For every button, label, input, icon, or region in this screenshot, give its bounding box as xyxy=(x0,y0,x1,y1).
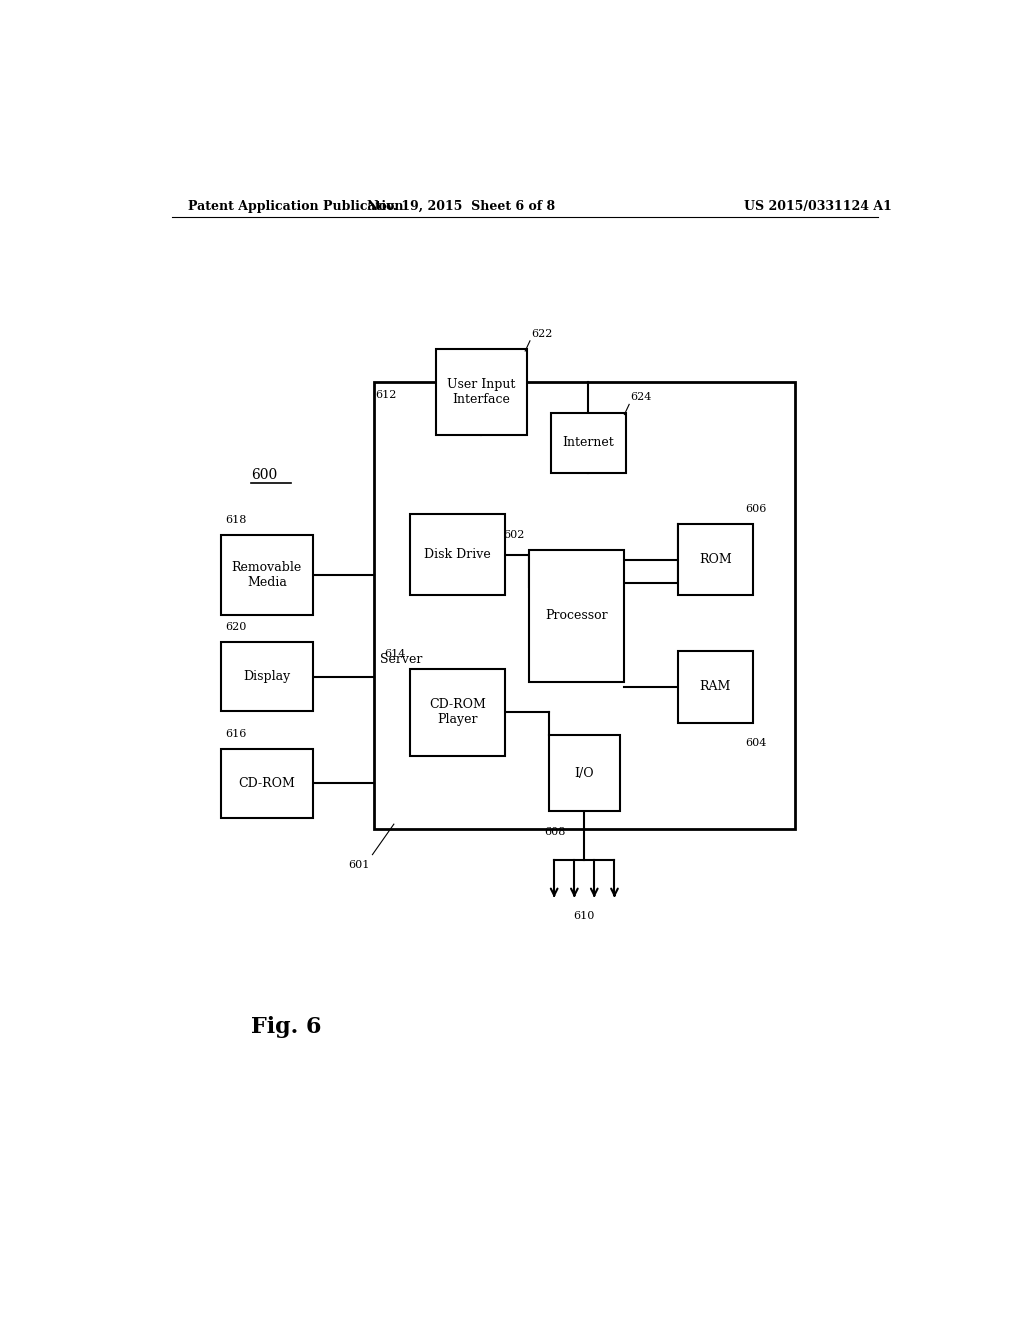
Text: Processor: Processor xyxy=(545,610,607,622)
Text: 620: 620 xyxy=(225,622,247,632)
Text: 604: 604 xyxy=(745,738,766,747)
Text: I/O: I/O xyxy=(574,767,594,780)
Text: 602: 602 xyxy=(504,529,524,540)
Text: Disk Drive: Disk Drive xyxy=(424,548,490,561)
Text: CD-ROM
Player: CD-ROM Player xyxy=(429,698,485,726)
Text: 618: 618 xyxy=(225,515,247,525)
Text: Internet: Internet xyxy=(562,437,614,450)
Bar xyxy=(551,413,626,474)
Bar xyxy=(678,651,753,722)
Bar xyxy=(221,748,312,818)
Text: RAM: RAM xyxy=(699,680,731,693)
Text: User Input
Interface: User Input Interface xyxy=(446,378,515,407)
Text: Display: Display xyxy=(244,671,291,684)
Bar xyxy=(410,515,505,595)
Text: 622: 622 xyxy=(530,329,552,339)
Text: 614: 614 xyxy=(384,649,406,659)
Text: 601: 601 xyxy=(349,859,370,870)
Text: 606: 606 xyxy=(745,504,766,515)
Bar xyxy=(528,549,624,682)
Text: Removable
Media: Removable Media xyxy=(231,561,302,589)
Bar xyxy=(678,524,753,595)
Bar xyxy=(435,348,526,436)
Text: Patent Application Publication: Patent Application Publication xyxy=(187,199,403,213)
Bar xyxy=(221,536,312,615)
Bar xyxy=(549,735,620,812)
Text: 624: 624 xyxy=(630,392,651,403)
Text: Server: Server xyxy=(380,653,423,665)
Bar xyxy=(410,669,505,755)
Text: 616: 616 xyxy=(225,729,247,739)
Bar xyxy=(374,381,795,829)
Text: 610: 610 xyxy=(573,911,595,920)
Text: Nov. 19, 2015  Sheet 6 of 8: Nov. 19, 2015 Sheet 6 of 8 xyxy=(368,199,555,213)
Text: CD-ROM: CD-ROM xyxy=(239,777,295,789)
Text: 612: 612 xyxy=(376,391,397,400)
Bar xyxy=(221,643,312,711)
Text: 600: 600 xyxy=(251,467,278,482)
Text: Fig. 6: Fig. 6 xyxy=(251,1016,322,1039)
Text: ROM: ROM xyxy=(699,553,731,566)
Text: US 2015/0331124 A1: US 2015/0331124 A1 xyxy=(744,199,892,213)
Text: 608: 608 xyxy=(545,826,566,837)
